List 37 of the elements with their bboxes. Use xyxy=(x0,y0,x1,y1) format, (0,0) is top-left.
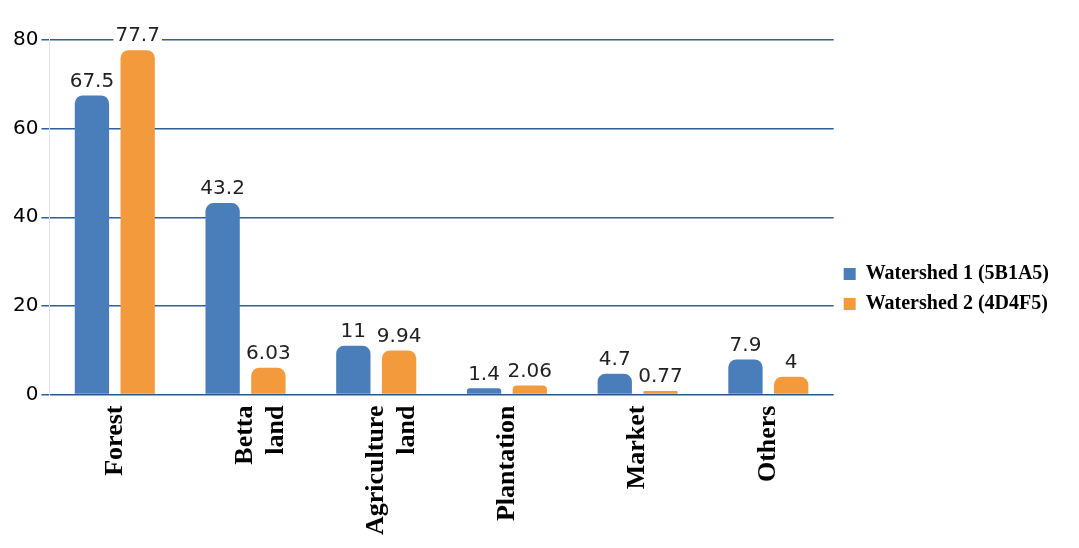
data-label: 0.77 xyxy=(638,363,683,388)
x-tick-label: Agriculture land xyxy=(359,404,421,536)
data-label: 4.7 xyxy=(598,345,631,370)
data-label: 2.06 xyxy=(507,357,553,382)
bar xyxy=(466,388,502,394)
data-label: 43.2 xyxy=(200,175,245,200)
y-tick-label: 20 xyxy=(13,292,39,317)
bar xyxy=(512,385,547,394)
x-tick-label: Plantation xyxy=(490,404,520,522)
data-label: 4 xyxy=(784,348,798,373)
x-tick-label: Betta land xyxy=(229,404,290,465)
legend-label: Watershed 2 (4D4F5) xyxy=(865,291,1048,315)
data-label: 1.4 xyxy=(468,360,500,385)
bar xyxy=(728,359,763,394)
data-label: 9.94 xyxy=(376,322,422,347)
data-label: 11 xyxy=(340,317,367,342)
bar xyxy=(643,391,678,394)
x-tick-label: Market xyxy=(621,405,651,490)
x-tick-label: Forest xyxy=(98,405,128,476)
bar xyxy=(597,373,632,394)
bar xyxy=(205,203,240,394)
y-tick-label: 40 xyxy=(13,203,39,228)
data-label: 6.03 xyxy=(246,339,291,364)
bar xyxy=(120,50,155,394)
y-tick-label: 0 xyxy=(25,380,39,405)
bar xyxy=(336,345,371,394)
bar xyxy=(74,95,110,394)
legend-label: Watershed 1 (5B1A5) xyxy=(865,261,1050,285)
y-tick-label: 80 xyxy=(13,26,39,51)
bar xyxy=(251,367,286,394)
data-label: 77.7 xyxy=(115,22,160,47)
y-tick-label: 60 xyxy=(13,114,39,139)
bar xyxy=(381,350,417,394)
x-tick-label: Others xyxy=(752,405,782,483)
bar xyxy=(774,376,809,394)
data-label: 67.5 xyxy=(69,67,115,92)
data-label: 7.9 xyxy=(729,331,762,356)
